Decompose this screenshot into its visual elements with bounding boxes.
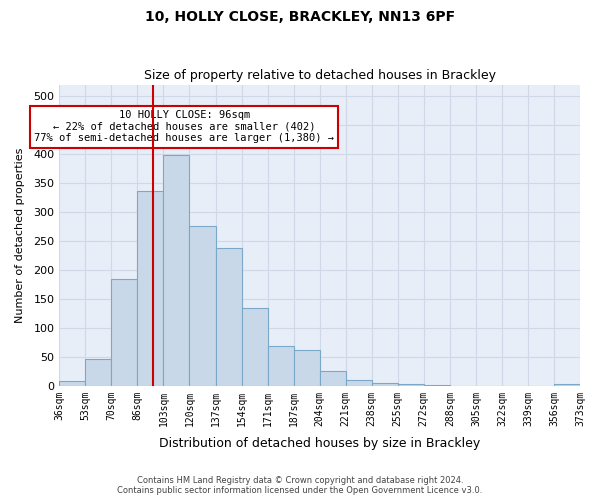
X-axis label: Distribution of detached houses by size in Brackley: Distribution of detached houses by size … bbox=[159, 437, 480, 450]
Text: 10 HOLLY CLOSE: 96sqm
← 22% of detached houses are smaller (402)
77% of semi-det: 10 HOLLY CLOSE: 96sqm ← 22% of detached … bbox=[34, 110, 334, 144]
Bar bbox=[163, 155, 190, 386]
Title: Size of property relative to detached houses in Brackley: Size of property relative to detached ho… bbox=[143, 69, 496, 82]
Bar bbox=[59, 381, 85, 386]
Bar bbox=[398, 384, 424, 386]
Text: Contains HM Land Registry data © Crown copyright and database right 2024.
Contai: Contains HM Land Registry data © Crown c… bbox=[118, 476, 482, 495]
Bar bbox=[424, 384, 450, 386]
Bar bbox=[268, 346, 293, 386]
Bar bbox=[554, 384, 580, 386]
Bar bbox=[190, 226, 215, 386]
Bar bbox=[85, 359, 112, 386]
Bar bbox=[215, 248, 242, 386]
Bar bbox=[112, 278, 137, 386]
Bar bbox=[242, 308, 268, 386]
Bar bbox=[372, 383, 398, 386]
Bar bbox=[320, 372, 346, 386]
Bar bbox=[346, 380, 372, 386]
Bar bbox=[137, 190, 163, 386]
Y-axis label: Number of detached properties: Number of detached properties bbox=[15, 148, 25, 323]
Bar bbox=[293, 350, 320, 386]
Text: 10, HOLLY CLOSE, BRACKLEY, NN13 6PF: 10, HOLLY CLOSE, BRACKLEY, NN13 6PF bbox=[145, 10, 455, 24]
